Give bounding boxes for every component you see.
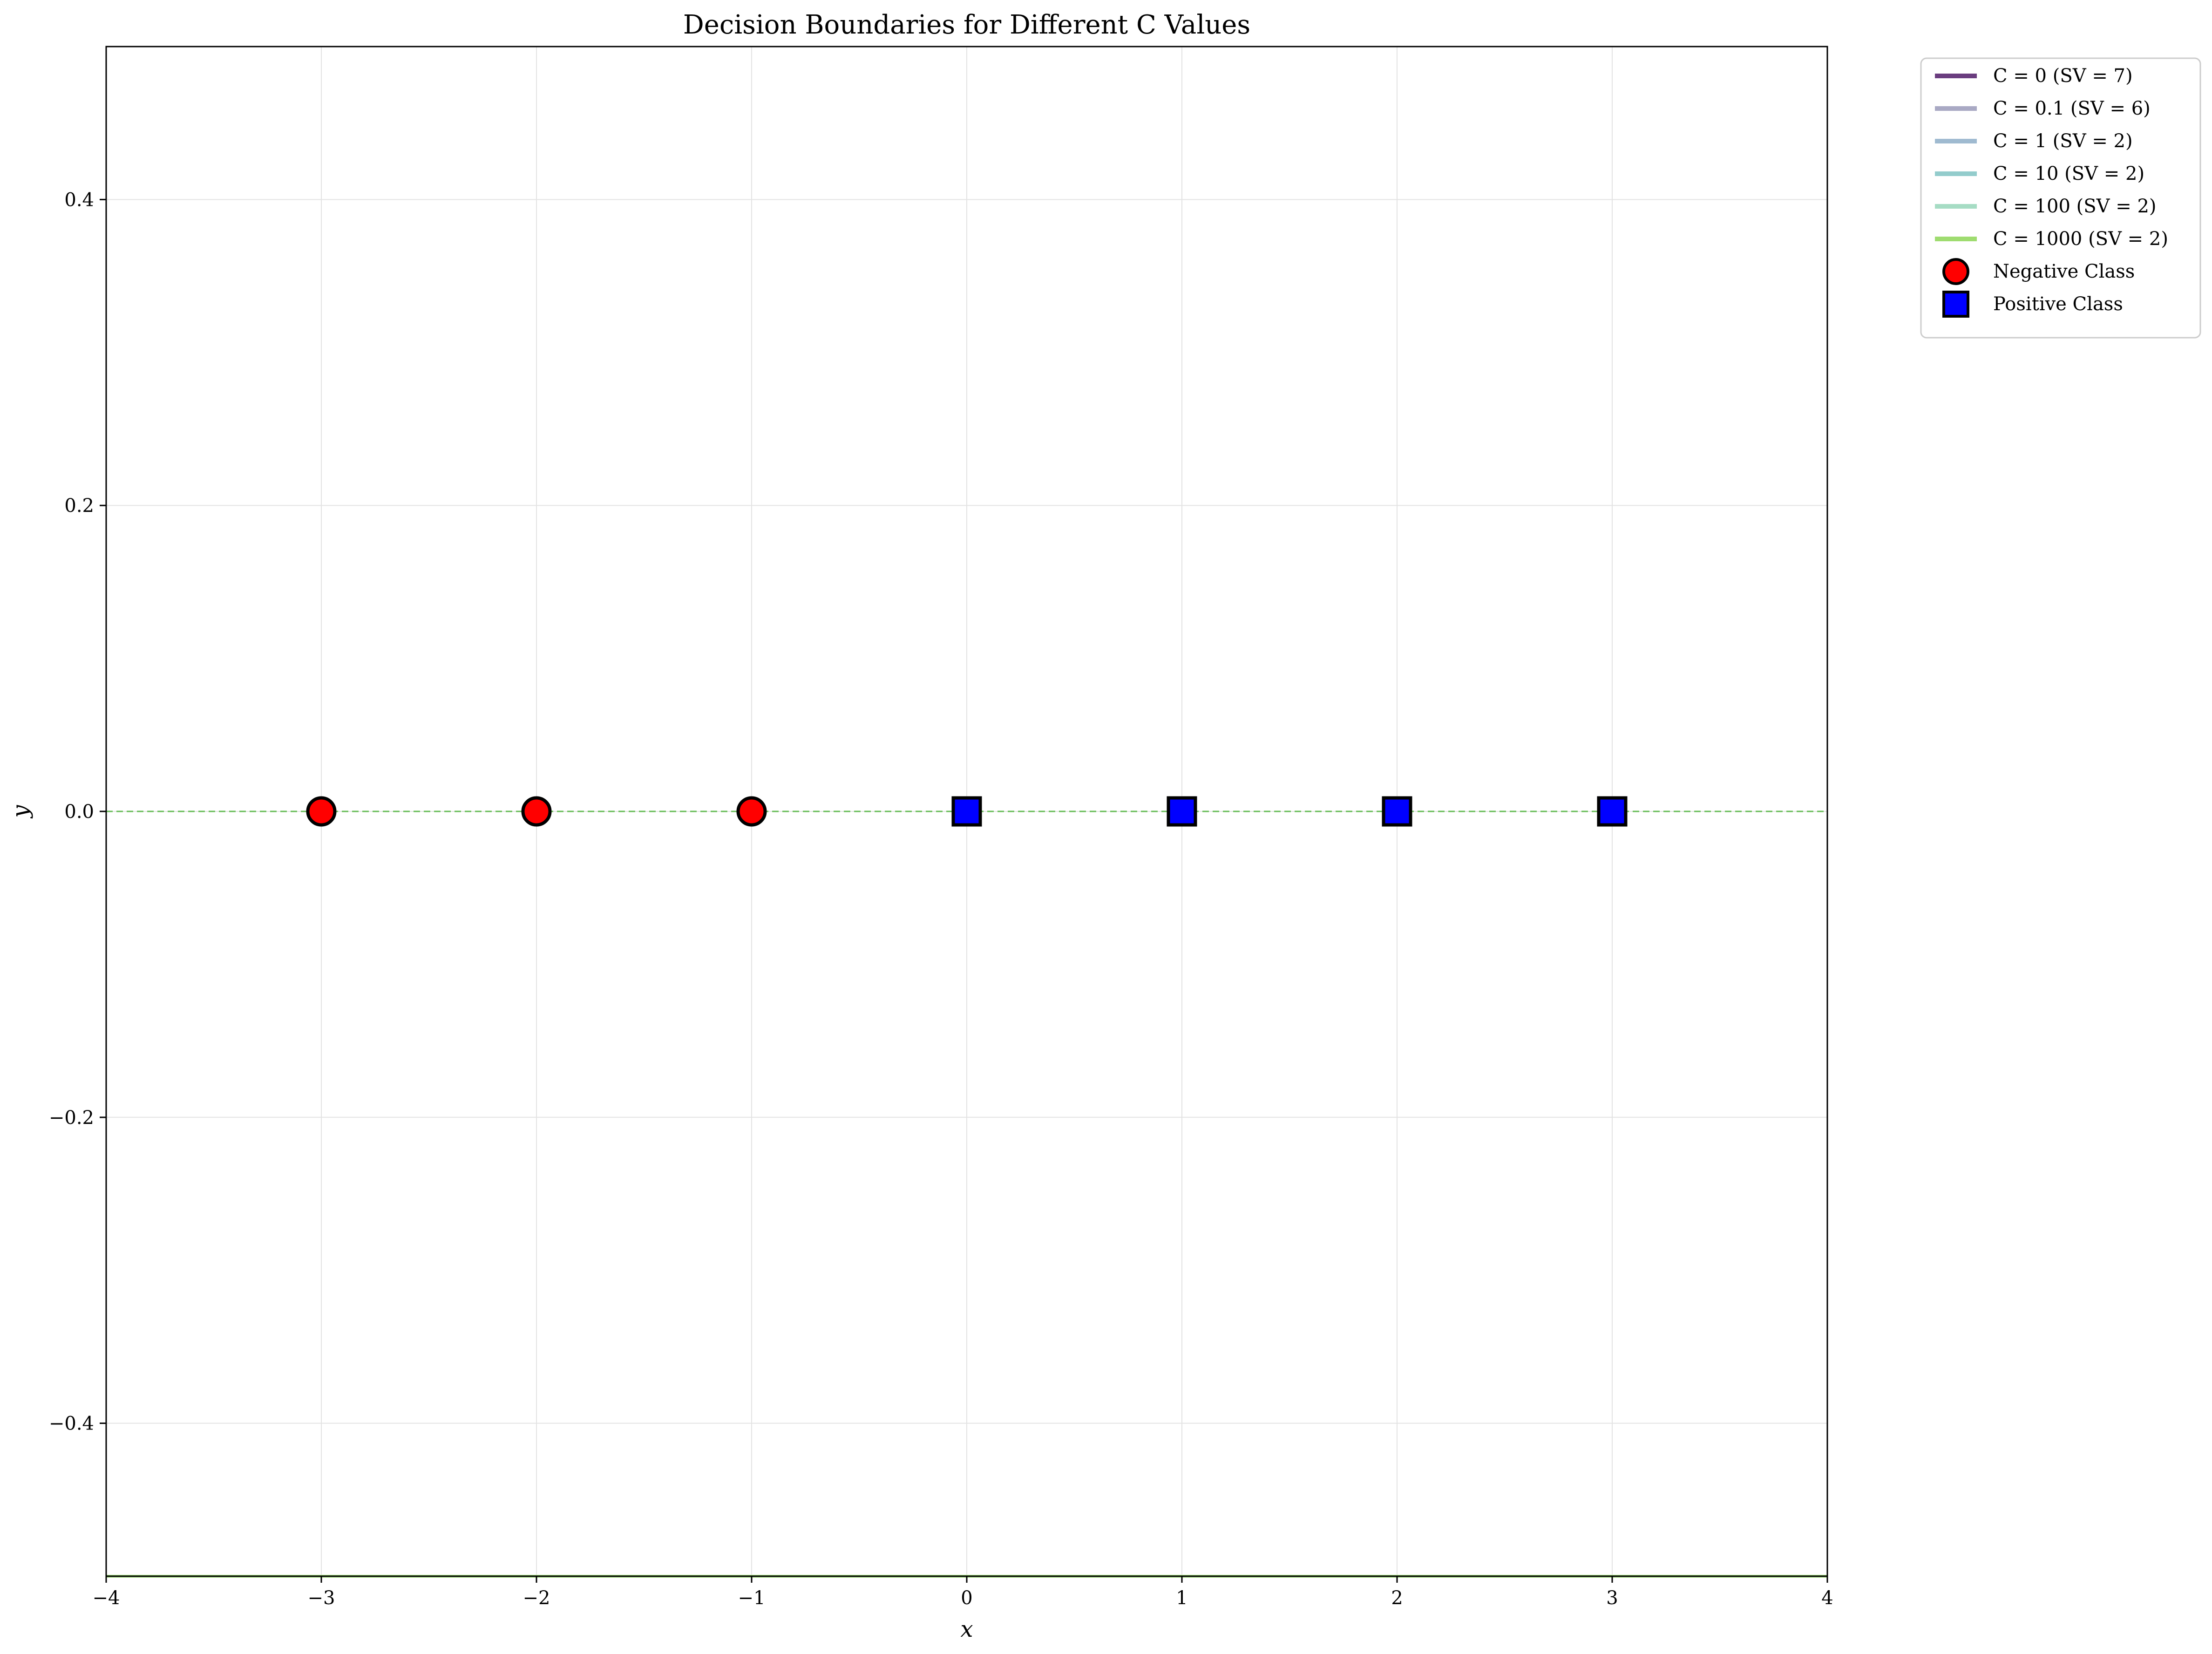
x-tick-label: 1 [1176,1587,1187,1609]
y-tick-label: 0.0 [64,801,94,823]
legend-label: Negative Class [1993,261,2135,282]
x-tick-label: 3 [1606,1587,1618,1609]
positive-point [1597,796,1628,827]
legend-label: C = 100 (SV = 2) [1993,196,2157,217]
x-tick-label: −4 [93,1587,120,1609]
legend-label: C = 1 (SV = 2) [1993,130,2133,152]
legend-label: C = 1000 (SV = 2) [1993,228,2168,250]
x-tick-label: −3 [308,1587,335,1609]
negative-point [736,796,767,827]
legend-marker [1942,291,1969,318]
negative-point [521,796,552,827]
y-tick-label: −0.4 [49,1413,94,1435]
y-ticks: −0.4 −0.2 0.0 0.2 0.4 [49,189,106,1435]
y-axis-label: y [7,805,34,819]
positive-point [1167,796,1197,827]
negative-point [306,796,337,827]
x-tick-label: 0 [961,1587,972,1609]
positive-point [1382,796,1412,827]
legend-label: C = 10 (SV = 2) [1993,163,2144,184]
data-points [306,796,1628,827]
legend-label: C = 0.1 (SV = 6) [1993,98,2151,119]
legend-marker [1942,258,1969,285]
positive-point [951,796,982,827]
legend: C = 0 (SV = 7) C = 0.1 (SV = 6) C = 1 (SV … [1920,57,2201,339]
x-tick-label: 2 [1391,1587,1403,1609]
y-tick-label: 0.4 [64,189,94,211]
y-tick-label: 0.2 [64,495,94,517]
x-tick-label: −2 [523,1587,550,1609]
chart-title: Decision Boundaries for Different C Valu… [683,10,1250,40]
legend-label: Positive Class [1993,293,2123,315]
x-axis-label: x [960,1616,973,1642]
x-tick-label: −1 [738,1587,766,1609]
x-ticks: −4 −3 −2 −1 0 1 2 3 4 [93,1576,1833,1609]
legend-box [1920,57,2201,339]
x-tick-label: 4 [1821,1587,1833,1609]
legend-label: C = 0 (SV = 7) [1993,65,2133,87]
y-tick-label: −0.2 [49,1107,94,1129]
